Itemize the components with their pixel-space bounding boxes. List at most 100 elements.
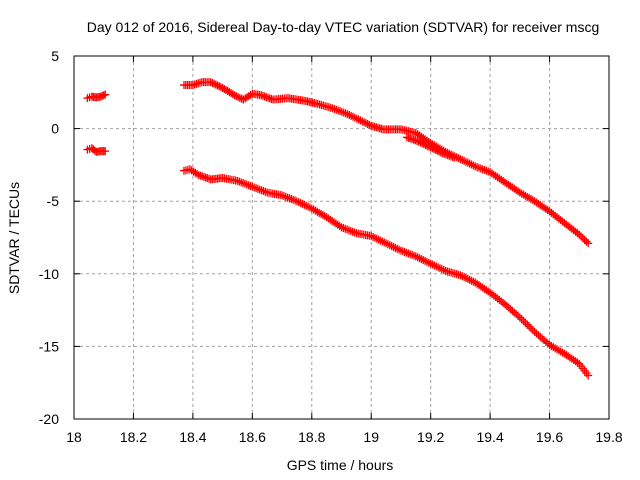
data-point (515, 313, 524, 322)
data-point (278, 191, 287, 200)
data-point (259, 187, 268, 196)
data-point (356, 116, 365, 125)
data-point (408, 250, 417, 259)
y-tick-label: -15 (39, 338, 59, 354)
data-point (234, 92, 243, 101)
data-point (255, 185, 264, 194)
data-point (230, 91, 239, 100)
y-tick-label: 0 (51, 121, 59, 137)
data-point (363, 119, 372, 128)
data-point (430, 145, 439, 154)
data-point (433, 146, 442, 155)
y-axis-label: SDTVAR / TECUs (6, 182, 22, 294)
data-point (248, 182, 257, 191)
data-point (526, 324, 535, 333)
data-point (358, 117, 367, 126)
data-point (578, 234, 587, 243)
data-point (424, 142, 433, 151)
data-point (577, 232, 586, 241)
data-point (341, 224, 350, 233)
data-point (474, 163, 483, 172)
data-point (419, 256, 428, 265)
data-point (423, 141, 432, 150)
data-point (337, 223, 346, 232)
series-early-upper (83, 90, 110, 103)
data-point (422, 257, 431, 266)
data-point (343, 225, 352, 234)
data-point (344, 226, 353, 235)
data-point (232, 92, 241, 101)
data-point (519, 316, 528, 325)
data-point (439, 265, 448, 274)
data-point (434, 263, 443, 272)
data-point (339, 224, 348, 233)
data-point (461, 273, 470, 282)
data-point (380, 238, 389, 247)
x-axis-label: GPS time / hours (287, 457, 394, 473)
x-tick-label: 19.8 (595, 429, 622, 445)
data-point (528, 326, 537, 335)
data-point (469, 161, 478, 170)
axes (73, 55, 610, 420)
data-point (291, 196, 300, 205)
data-point (402, 248, 411, 257)
data-point (257, 186, 266, 195)
data-point (421, 256, 430, 265)
data-point (216, 83, 225, 92)
data-point (341, 109, 350, 118)
data-point (300, 200, 309, 209)
data-point (411, 252, 420, 261)
x-tick-label: 19.2 (417, 429, 444, 445)
data-point (279, 192, 288, 201)
data-point (211, 80, 220, 89)
data-point (235, 177, 244, 186)
data-point (253, 184, 262, 193)
data-point (352, 114, 361, 123)
data-point (237, 178, 246, 187)
data-point (349, 112, 358, 121)
series-early-lower (83, 144, 110, 156)
data-point (304, 202, 313, 211)
data-point (361, 119, 370, 128)
data-point (242, 180, 251, 189)
data-point (465, 159, 474, 168)
data-point (580, 235, 589, 244)
data-point (354, 115, 363, 124)
data-point (400, 248, 409, 257)
data-point (206, 78, 215, 87)
data-point (432, 262, 441, 271)
data-point (374, 235, 383, 244)
data-point (101, 147, 110, 156)
data-point (99, 91, 108, 100)
data-point (398, 247, 407, 256)
data-point (292, 197, 301, 206)
series-upper (179, 78, 593, 248)
data-point (426, 143, 435, 152)
data-point (281, 192, 290, 201)
data-point (461, 157, 470, 166)
y-tick-label: -20 (39, 411, 59, 427)
data-point (413, 253, 422, 262)
data-point (372, 234, 381, 243)
data-point (478, 165, 487, 174)
x-tick-label: 19.4 (476, 429, 503, 445)
data-point (330, 104, 339, 113)
data-point (343, 110, 352, 119)
data-point (240, 179, 249, 188)
data-point (350, 228, 359, 237)
data-point (387, 242, 396, 251)
data-point (426, 259, 435, 268)
x-tick-label: 18.8 (298, 429, 325, 445)
data-point (584, 371, 593, 380)
data-point (347, 111, 356, 120)
data-point (437, 265, 446, 274)
data-point (367, 232, 376, 241)
data-point (336, 107, 345, 116)
data-point (575, 230, 584, 239)
data-point (460, 273, 469, 282)
data-point (389, 242, 398, 251)
data-point (215, 82, 224, 91)
data-point (376, 236, 385, 245)
data-point (332, 105, 341, 114)
